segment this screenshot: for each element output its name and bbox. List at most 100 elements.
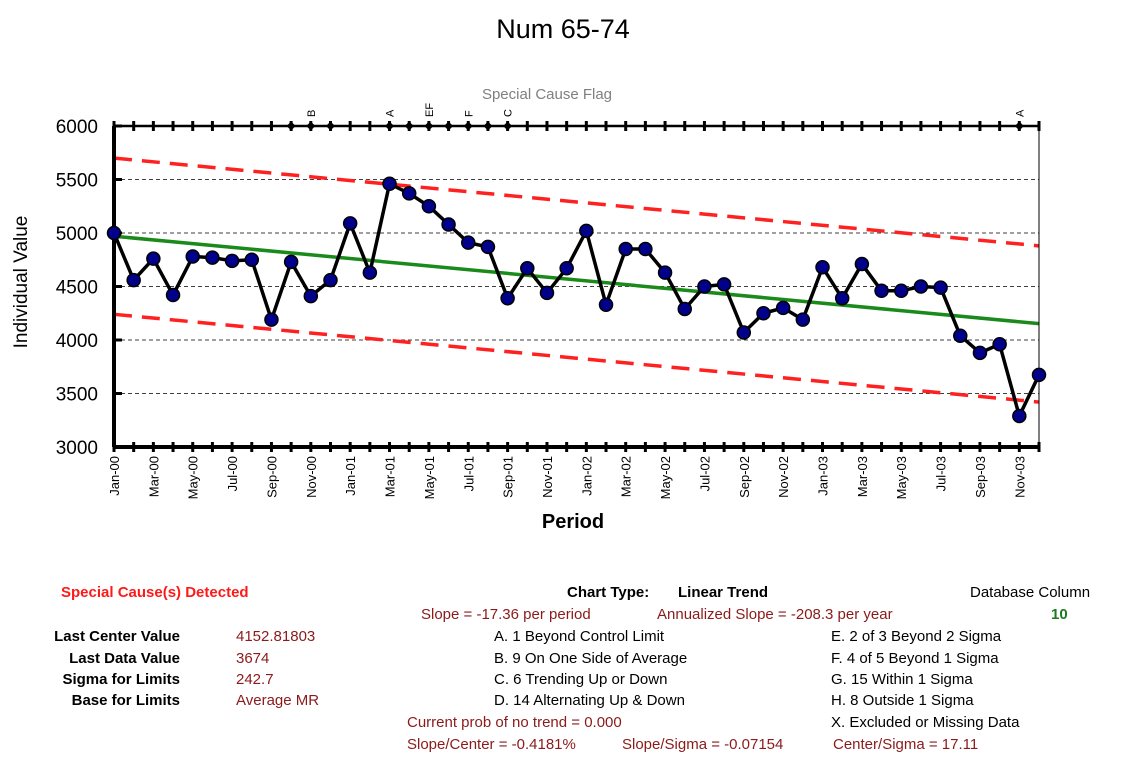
data-point — [638, 241, 653, 257]
stat-label-last-center: Last Center Value — [54, 628, 180, 645]
y-tick-label: 3500 — [56, 385, 98, 406]
data-point — [598, 297, 614, 312]
flag-marker — [483, 121, 493, 131]
y-tick-label: 3000 — [56, 438, 98, 459]
data-point — [283, 254, 299, 270]
data-point — [1012, 408, 1027, 424]
data-point — [559, 261, 574, 276]
data-point — [401, 186, 417, 201]
flag-marker — [444, 121, 454, 131]
x-tick-label: May-01 — [422, 456, 437, 499]
stat-value-last-center: 4152.81803 — [236, 628, 316, 645]
stat-value-last-data: 3674 — [236, 650, 270, 667]
x-tick-label: Jul-00 — [225, 456, 240, 491]
flag-marker — [463, 121, 473, 131]
data-point — [146, 251, 161, 266]
data-point — [303, 288, 319, 304]
flag-marker — [404, 121, 414, 131]
flag-marker — [286, 121, 296, 131]
database-column-value: 10 — [1051, 606, 1068, 623]
data-point — [1031, 367, 1047, 383]
data-point — [224, 253, 240, 269]
rule-h: H. 8 Outside 1 Sigma — [831, 692, 974, 709]
x-tick-label: Mar-02 — [619, 456, 634, 497]
x-tick-label: May-00 — [186, 456, 201, 499]
rule-d: D. 14 Alternating Up & Down — [494, 692, 685, 709]
prob-no-trend-text: Current prob of no trend = 0.000 — [407, 714, 622, 731]
data-point — [913, 279, 929, 294]
x-tick-label: Mar-00 — [146, 456, 161, 497]
stat-label-last-data: Last Data Value — [69, 650, 180, 667]
data-point — [775, 300, 791, 316]
x-tick-label: Nov-02 — [776, 456, 791, 498]
data-point — [205, 250, 220, 265]
x-tick-label: Nov-03 — [1012, 456, 1027, 498]
y-tick-label: 4000 — [56, 331, 98, 352]
data-point — [618, 241, 633, 257]
x-tick-label: Sep-02 — [737, 456, 752, 498]
data-point — [539, 285, 555, 301]
data-point — [874, 283, 889, 299]
data-point — [972, 345, 988, 361]
flag-marker — [424, 121, 434, 131]
x-tick-label: Jul-03 — [934, 456, 949, 491]
rule-x: X. Excluded or Missing Data — [831, 714, 1020, 731]
data-point — [854, 256, 870, 272]
flag-letter: EF — [424, 103, 436, 117]
center-sigma-text: Center/Sigma = 17.11 — [833, 736, 979, 753]
data-point — [323, 272, 338, 288]
database-column-label: Database Column — [970, 584, 1091, 601]
y-tick-label: 4500 — [56, 278, 98, 299]
data-point — [716, 277, 732, 292]
data-point — [815, 259, 830, 275]
x-tick-label: Jan-02 — [579, 456, 594, 496]
stat-label-sigma: Sigma for Limits — [62, 671, 180, 688]
flag-letter: B — [306, 110, 318, 117]
y-tick-label: 5500 — [56, 171, 98, 192]
data-point — [834, 291, 850, 306]
slope-center-text: Slope/Center = -0.4181% — [407, 736, 576, 753]
chart-type-value: Linear Trend — [678, 584, 769, 601]
data-series-line — [112, 182, 1041, 418]
x-tick-label: Nov-00 — [304, 456, 319, 498]
x-tick-label: Jul-02 — [697, 456, 712, 491]
x-tick-label: Mar-01 — [383, 456, 398, 497]
data-point — [342, 216, 358, 231]
flag-marker — [325, 121, 335, 131]
x-axis-label: Period — [542, 511, 604, 533]
y-axis-label: Individual Value — [11, 216, 32, 349]
data-point — [992, 337, 1007, 352]
rule-c: C. 6 Trending Up or Down — [494, 671, 668, 688]
x-tick-label: Sep-01 — [501, 456, 516, 498]
data-point — [421, 199, 437, 214]
data-point — [579, 223, 594, 239]
x-tick-label: Jan-00 — [107, 456, 122, 496]
slope-sigma-text: Slope/Sigma = -0.07154 — [622, 736, 784, 753]
x-tick-label: Jan-03 — [816, 456, 831, 496]
data-point — [500, 291, 515, 306]
rule-b: B. 9 On One Side of Average — [494, 650, 688, 667]
data-point — [893, 283, 909, 299]
data-point — [953, 328, 968, 343]
flag-letter: A — [1014, 109, 1026, 117]
data-point — [736, 325, 752, 340]
data-point — [795, 312, 811, 327]
upper-control-limit — [113, 156, 1040, 248]
flag-marker — [1014, 121, 1024, 131]
stat-value-base: Average MR — [236, 692, 320, 709]
data-point — [756, 306, 771, 321]
data-point — [264, 312, 279, 327]
lower-control-limit — [113, 312, 1040, 404]
data-point — [382, 176, 397, 192]
x-tick-label: Sep-00 — [264, 456, 279, 498]
flag-letter: F — [463, 110, 475, 117]
data-point — [461, 235, 476, 250]
data-point — [480, 239, 496, 255]
x-tick-label: May-02 — [658, 456, 673, 499]
data-point — [185, 249, 200, 264]
x-tick-label: Nov-01 — [540, 456, 555, 498]
chart-title: Num 65-74 — [496, 14, 630, 44]
data-point — [657, 265, 673, 280]
x-tick-label: Jan-01 — [343, 456, 358, 496]
flag-letter: A — [385, 109, 397, 117]
